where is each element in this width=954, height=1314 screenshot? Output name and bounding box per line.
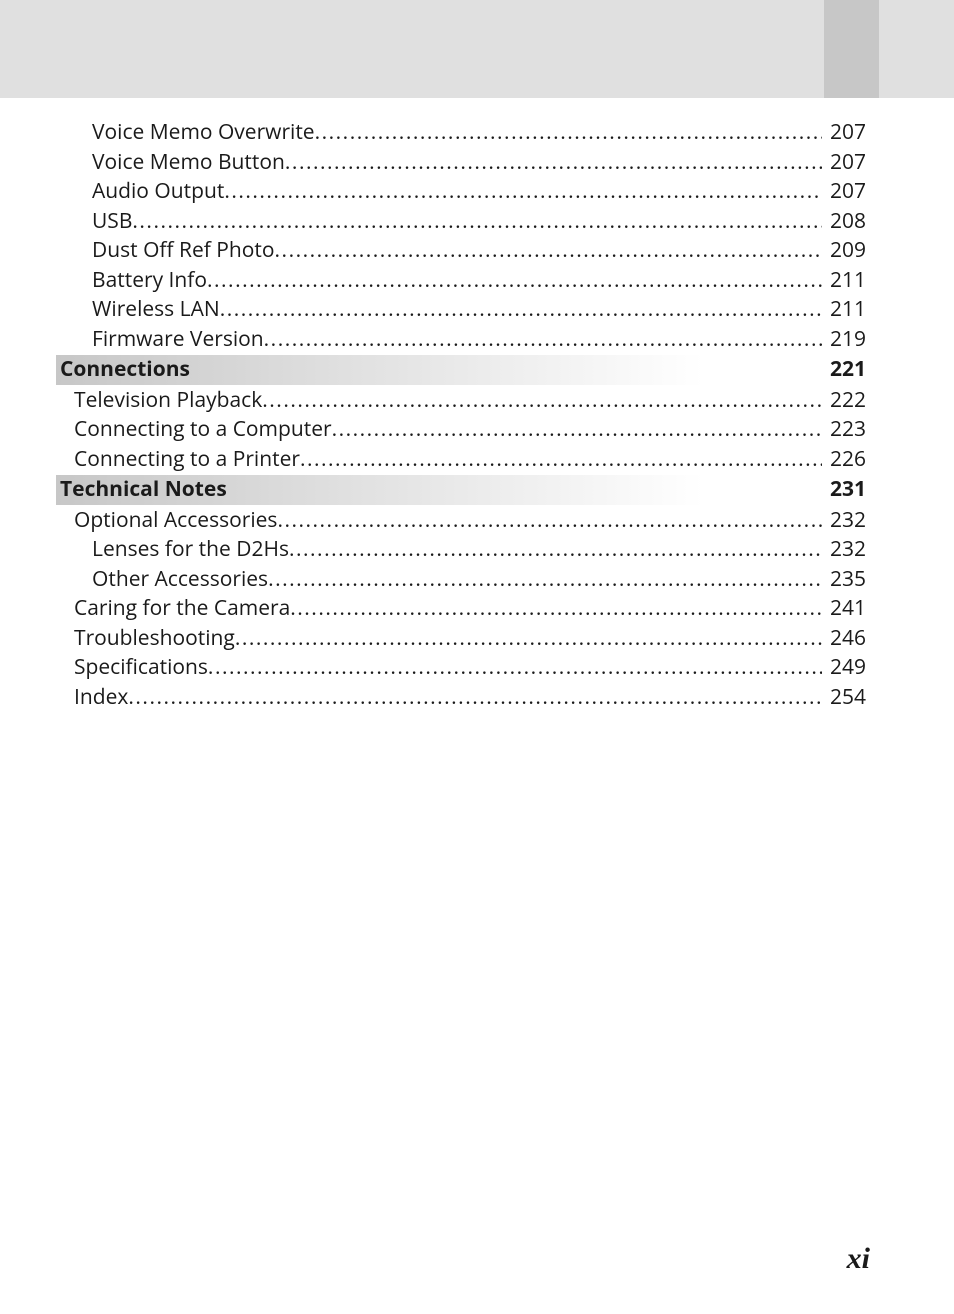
toc-leader-dots [220, 295, 822, 325]
toc-leader-dots [235, 624, 822, 654]
toc-entry-page: 246 [822, 624, 866, 654]
toc-entry-page: 211 [822, 295, 866, 325]
toc-entry[interactable]: Firmware Version 219 [56, 325, 866, 355]
toc-entry[interactable]: Connecting to a Computer 223 [56, 415, 866, 445]
toc-entry-label: Specifications [74, 653, 208, 683]
toc-entry-page: 223 [822, 415, 866, 445]
toc-entry[interactable]: Other Accessories 235 [56, 565, 866, 595]
toc-entry-page: 207 [822, 148, 866, 178]
toc-entry-label: Lenses for the D2Hs [92, 535, 289, 565]
toc-entry-label: Dust Off Ref Photo [92, 236, 275, 266]
toc-entry-page: 241 [822, 594, 866, 624]
toc-leader-dots [277, 506, 822, 536]
toc-leader-dots [132, 207, 822, 237]
toc-entry-label: Caring for the Camera [74, 594, 290, 624]
toc-entry-label: Voice Memo Button [92, 148, 285, 178]
toc-entry-label: Voice Memo Overwrite [92, 118, 315, 148]
toc-entry-page: 208 [822, 207, 866, 237]
toc-entry-page: 211 [822, 266, 866, 296]
toc-entry-page: 232 [822, 535, 866, 565]
toc-entry-page: 209 [822, 236, 866, 266]
toc-entry-page: 226 [822, 445, 866, 475]
toc-entry-label: Optional Accessories [74, 506, 277, 536]
toc-entry-label: Television Playback [74, 386, 262, 416]
toc-leader-dots [128, 683, 822, 713]
toc-entry[interactable]: Index 254 [56, 683, 866, 713]
toc-leader-dots [289, 535, 822, 565]
toc-entry-page: 254 [822, 683, 866, 713]
toc-entry-page: 207 [822, 177, 866, 207]
header-band [0, 0, 954, 98]
toc-leader-dots [262, 386, 822, 416]
toc-leader-dots [300, 445, 822, 475]
toc-entry-label: Connecting to a Printer [74, 445, 300, 475]
toc-entry-page: 232 [822, 506, 866, 536]
toc-entry[interactable]: Optional Accessories 232 [56, 506, 866, 536]
toc-entry[interactable]: Voice Memo Button 207 [56, 148, 866, 178]
toc-entry-label: Connecting to a Computer [74, 415, 332, 445]
toc-entry-page: 222 [822, 386, 866, 416]
toc-entry-label: Audio Output [92, 177, 224, 207]
toc-entry-label: Other Accessories [92, 565, 268, 595]
toc-leader-dots [332, 415, 822, 445]
toc-entry[interactable]: Troubleshooting 246 [56, 624, 866, 654]
toc-leader-dots [264, 325, 822, 355]
toc-leader-dots [268, 565, 822, 595]
toc-entry[interactable]: USB 208 [56, 207, 866, 237]
toc-section-title: Technical Notes [60, 475, 822, 505]
toc-entry[interactable]: Wireless LAN 211 [56, 295, 866, 325]
toc-leader-dots [207, 266, 822, 296]
toc-entry[interactable]: Audio Output 207 [56, 177, 866, 207]
toc-leader-dots [275, 236, 822, 266]
toc-content: Voice Memo Overwrite207Voice Memo Button… [56, 118, 866, 712]
toc-entry[interactable]: Television Playback 222 [56, 386, 866, 416]
toc-leader-dots [290, 594, 822, 624]
toc-entry[interactable]: Dust Off Ref Photo 209 [56, 236, 866, 266]
toc-entry-page: 249 [822, 653, 866, 683]
toc-entry-label: Battery Info [92, 266, 207, 296]
toc-section-heading[interactable]: Technical Notes231 [56, 475, 866, 505]
toc-entry-label: Index [74, 683, 128, 713]
page-number: xi [847, 1242, 870, 1276]
toc-entry-label: Firmware Version [92, 325, 264, 355]
toc-leader-dots [285, 148, 822, 178]
toc-entry-label: Troubleshooting [74, 624, 235, 654]
toc-leader-dots [208, 653, 822, 683]
toc-section-page: 231 [822, 475, 866, 505]
header-tab [824, 0, 879, 98]
toc-entry[interactable]: Caring for the Camera 241 [56, 594, 866, 624]
toc-entry[interactable]: Battery Info 211 [56, 266, 866, 296]
toc-entry[interactable]: Specifications 249 [56, 653, 866, 683]
toc-section-page: 221 [822, 355, 866, 385]
toc-entry-page: 219 [822, 325, 866, 355]
toc-entry-page: 235 [822, 565, 866, 595]
toc-entry-label: USB [92, 207, 132, 237]
toc-leader-dots [224, 177, 822, 207]
toc-leader-dots [315, 118, 822, 148]
toc-entry-label: Wireless LAN [92, 295, 220, 325]
toc-entry[interactable]: Voice Memo Overwrite 207 [56, 118, 866, 148]
toc-entry[interactable]: Connecting to a Printer 226 [56, 445, 866, 475]
toc-entry-page: 207 [822, 118, 866, 148]
toc-section-heading[interactable]: Connections221 [56, 355, 866, 385]
toc-section-title: Connections [60, 355, 822, 385]
toc-entry[interactable]: Lenses for the D2Hs 232 [56, 535, 866, 565]
